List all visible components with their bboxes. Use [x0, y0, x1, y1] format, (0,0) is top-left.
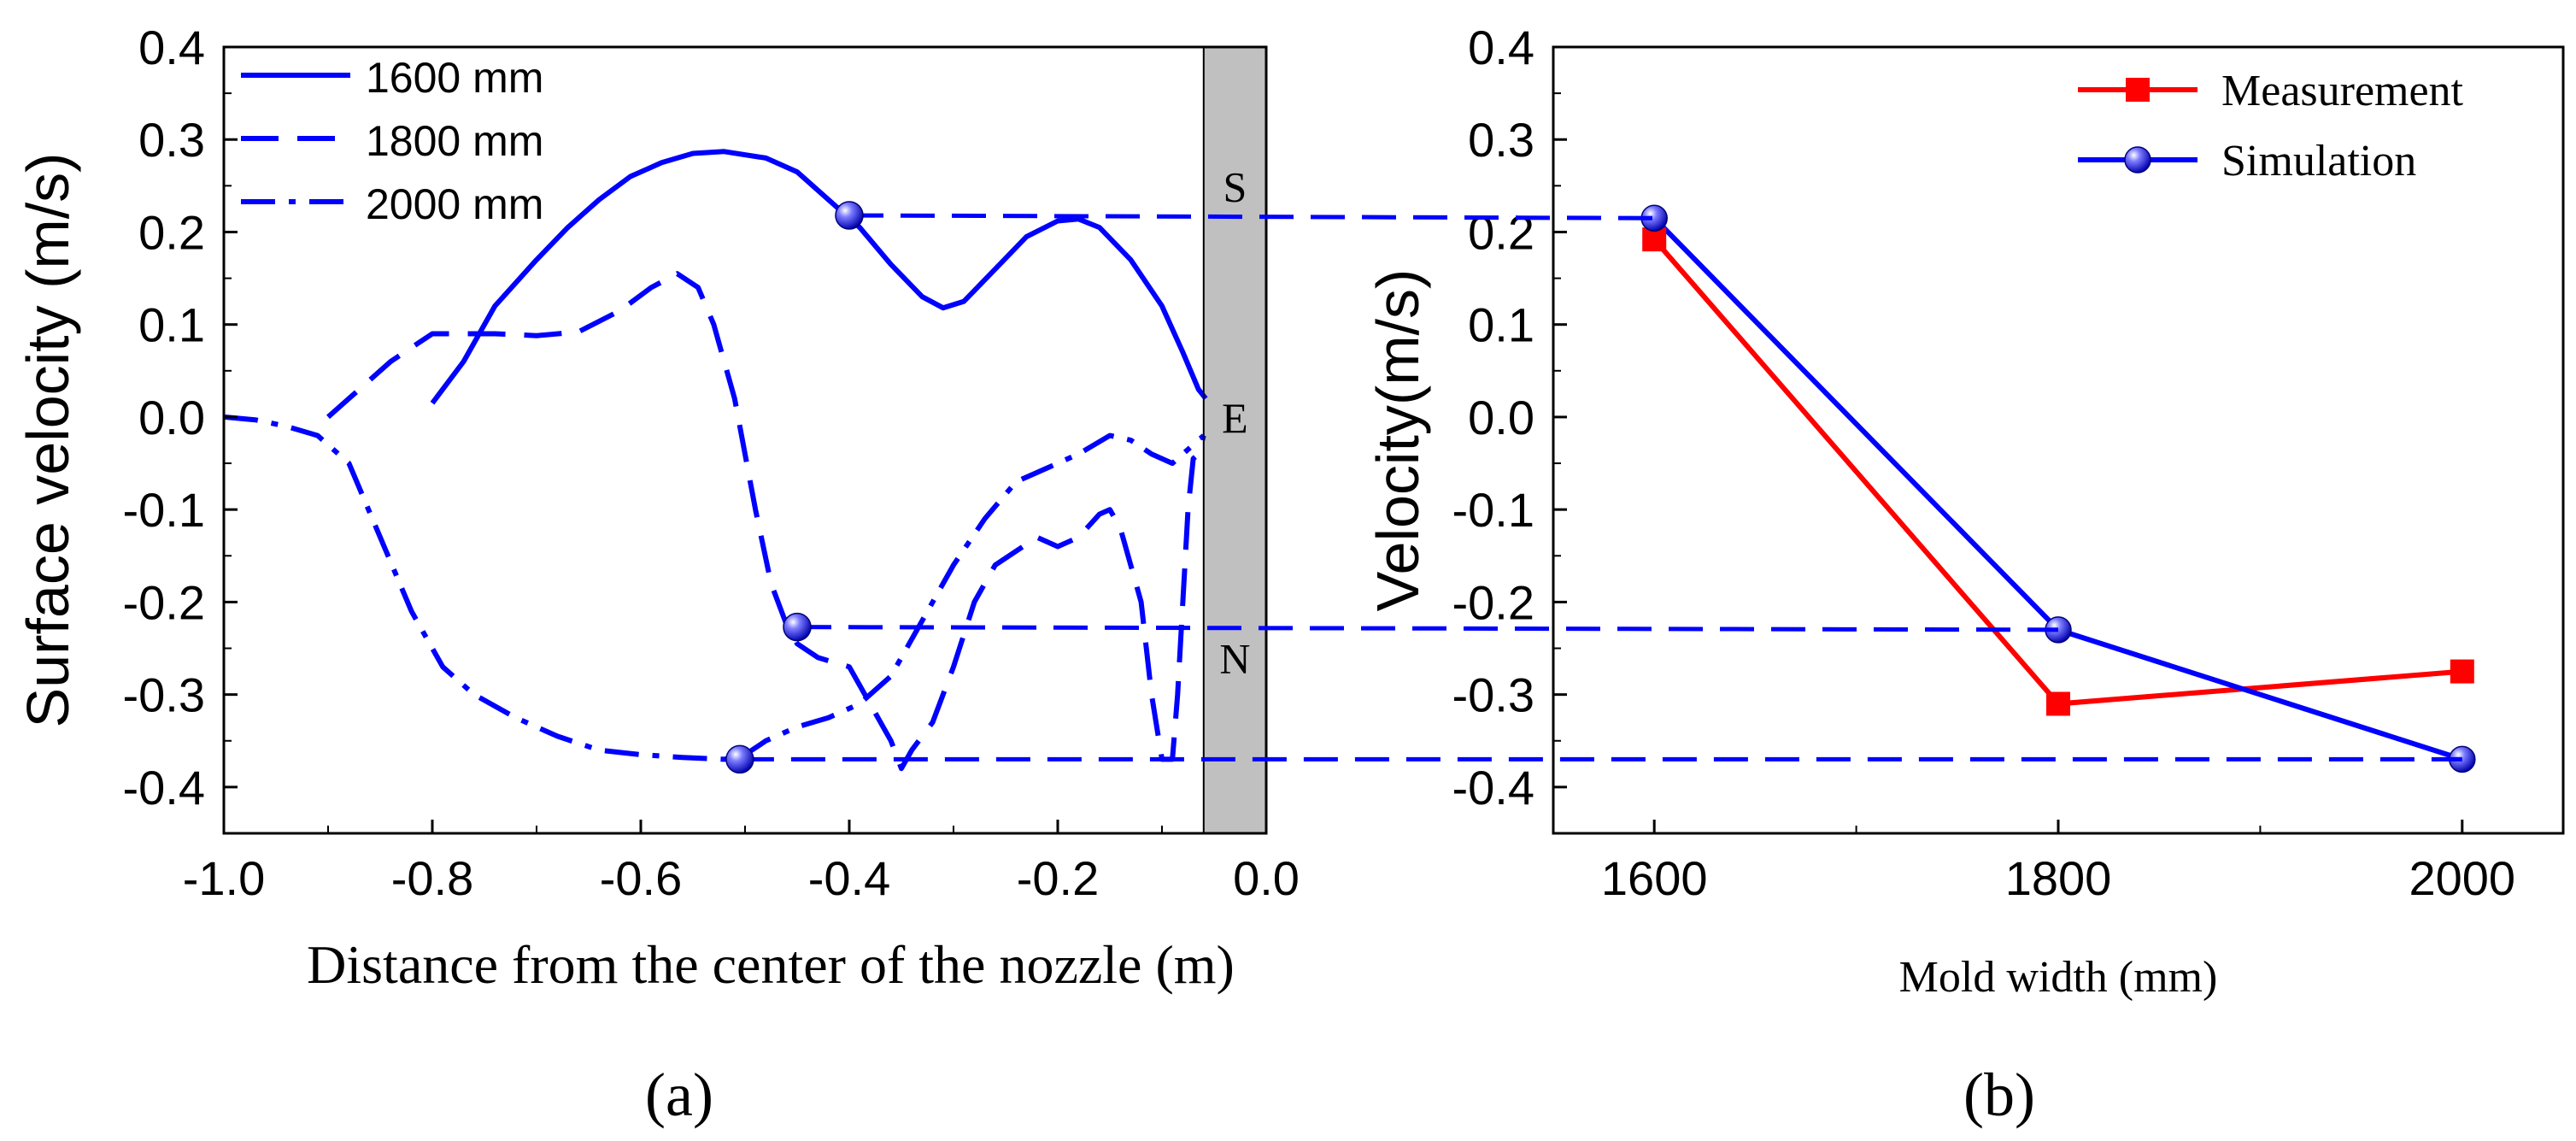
legend-label: Measurement [2221, 67, 2464, 115]
panel-a-xlabel: Distance from the center of the nozzle (… [307, 934, 1235, 995]
panel-b-legend: Measurement Simulation [2078, 67, 2464, 185]
marker-1600-mm [835, 201, 864, 230]
nozzle-band [1203, 47, 1266, 833]
y-tick-label: 0.2 [138, 205, 205, 259]
legend-label: 2000 mm [366, 180, 543, 228]
panel-a: -1.0 -0.8 -0.6 -0.4 -0.2 0.0 -0.4 -0.3 -0.2 -0.1 0… [15, 21, 1300, 1129]
panel-b-xlabel: Mold width (mm) [1899, 953, 2218, 1002]
series-line-1800-mm [326, 271, 1206, 772]
highlight-markers [725, 201, 864, 774]
band-label-s: S [1223, 162, 1247, 210]
legend-label: Simulation [2221, 137, 2416, 185]
panel-b-series [1640, 204, 2476, 773]
y-tick-label: -0.3 [1452, 668, 1535, 722]
y-tick-label: -0.1 [1452, 483, 1535, 537]
band-label-n: N [1219, 634, 1250, 682]
series-line-simulation [1652, 216, 2463, 762]
y-tick-label: -0.2 [1452, 575, 1535, 629]
panel-b: 1600 1800 2000 -0.4 -0.3 -0.2 -0.1 0.0 0.1 0.2 0.3… [1364, 21, 2565, 1129]
y-tick-label: 0.4 [1468, 21, 1534, 74]
y-tick-label: 0.1 [1468, 298, 1534, 352]
y-tick-label: 0.2 [1468, 205, 1534, 259]
y-tick-label: -0.3 [123, 668, 206, 722]
series-line-1600-mm [430, 149, 1208, 405]
legend-marker [2124, 146, 2151, 174]
y-tick-label: 0.3 [1468, 113, 1534, 167]
point-measurement [2046, 691, 2070, 716]
band-label-e: E [1222, 394, 1248, 442]
panel-b-label: (b) [1963, 1061, 2035, 1129]
connector-lines [739, 213, 2462, 762]
x-tick-label: -0.2 [1017, 851, 1100, 905]
panel-b-ylabel: Velocity(m/s) [1364, 269, 1431, 612]
x-tick-label: -0.6 [600, 851, 683, 905]
panel-a-label: (a) [645, 1061, 713, 1129]
marker-2000-mm [725, 744, 754, 774]
y-tick-label: -0.4 [1452, 761, 1535, 815]
nozzle-band-labels: S E N [1219, 162, 1250, 682]
x-tick-label: 0.0 [1233, 851, 1300, 905]
y-tick-label: -0.4 [123, 761, 206, 815]
legend-marker [2126, 78, 2150, 102]
y-tick-label: 0.3 [138, 113, 205, 167]
x-tick-label: 2000 [2409, 851, 2516, 905]
y-tick-label: -0.1 [123, 483, 206, 537]
y-tick-label: 0.0 [1468, 391, 1534, 444]
panel-a-ylabel: Surface velocity (m/s) [15, 153, 81, 728]
legend-label: 1800 mm [366, 117, 543, 165]
x-tick-label: 1800 [2005, 851, 2112, 905]
panel-b-ticks: 1600 1800 2000 -0.4 -0.3 -0.2 -0.1 0.0 0.1 0.2 0.3… [1452, 21, 2516, 905]
y-tick-label: -0.2 [123, 575, 206, 629]
y-tick-label: 0.4 [138, 21, 205, 74]
x-tick-label: 1600 [1601, 851, 1708, 905]
x-tick-label: -0.8 [391, 851, 474, 905]
point-measurement [2450, 659, 2474, 684]
y-tick-label: 0.1 [138, 298, 205, 352]
connector-line [796, 625, 2059, 632]
panel-a-ticks: -1.0 -0.8 -0.6 -0.4 -0.2 0.0 -0.4 -0.3 -0.2 -0.1 0… [123, 21, 1300, 905]
x-tick-label: -0.4 [808, 851, 891, 905]
marker-1800-mm [783, 612, 812, 642]
legend-label: 1600 mm [366, 54, 543, 102]
x-tick-label: -1.0 [183, 851, 266, 905]
connector-line [848, 213, 1655, 221]
y-tick-label: 0.0 [138, 391, 205, 444]
panel-a-series [223, 149, 1208, 772]
series-line-2000-mm [223, 414, 1206, 762]
panel-a-legend: 1600 mm 1800 mm 2000 mm [241, 54, 543, 228]
